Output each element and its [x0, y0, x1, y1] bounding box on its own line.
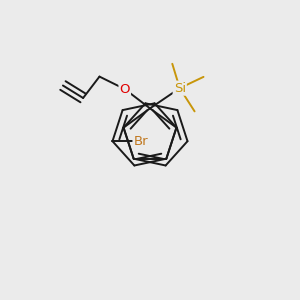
Text: Br: Br	[133, 135, 148, 148]
Text: Si: Si	[174, 82, 186, 95]
Text: O: O	[119, 82, 130, 96]
